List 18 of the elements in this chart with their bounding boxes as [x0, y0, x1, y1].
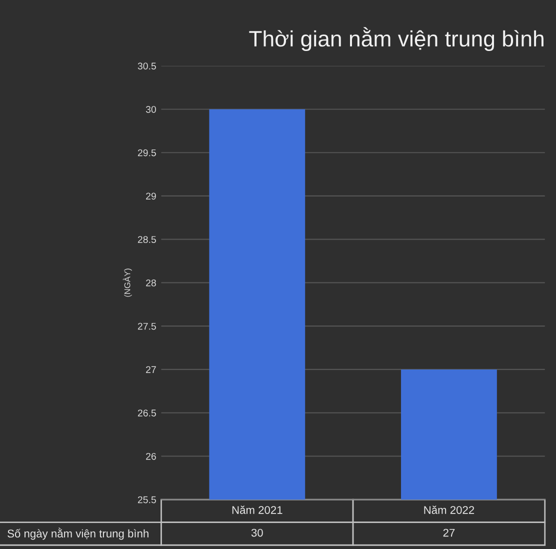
y-tick-label: 27.5	[138, 322, 156, 330]
y-tick-label: 26	[146, 452, 156, 460]
text: Số ngày nằm viện trung bình	[8, 528, 148, 540]
y-tick-label: 27	[146, 366, 156, 373]
y-tick-label: 28.5	[138, 236, 156, 243]
y-tick-label: 30	[146, 106, 156, 113]
y-tick-label: 26.5	[138, 410, 156, 416]
y-axis-title: (NGÀY)	[122, 268, 132, 297]
x-tick-label: Năm 2022	[424, 506, 474, 514]
y-tick-label: 29.5	[138, 149, 156, 156]
data-label: 30	[251, 528, 263, 537]
y-tick-label: 28	[146, 279, 156, 286]
y-tick-label: 25.5	[138, 496, 156, 504]
x-tick-label: Năm 2021	[232, 506, 282, 514]
data-label: 27	[443, 528, 455, 537]
y-tick-label: 30.5	[138, 62, 156, 70]
chart-title: Thời gian nằm viện trung bình	[249, 27, 544, 52]
y-tick-label: 29	[146, 192, 156, 200]
